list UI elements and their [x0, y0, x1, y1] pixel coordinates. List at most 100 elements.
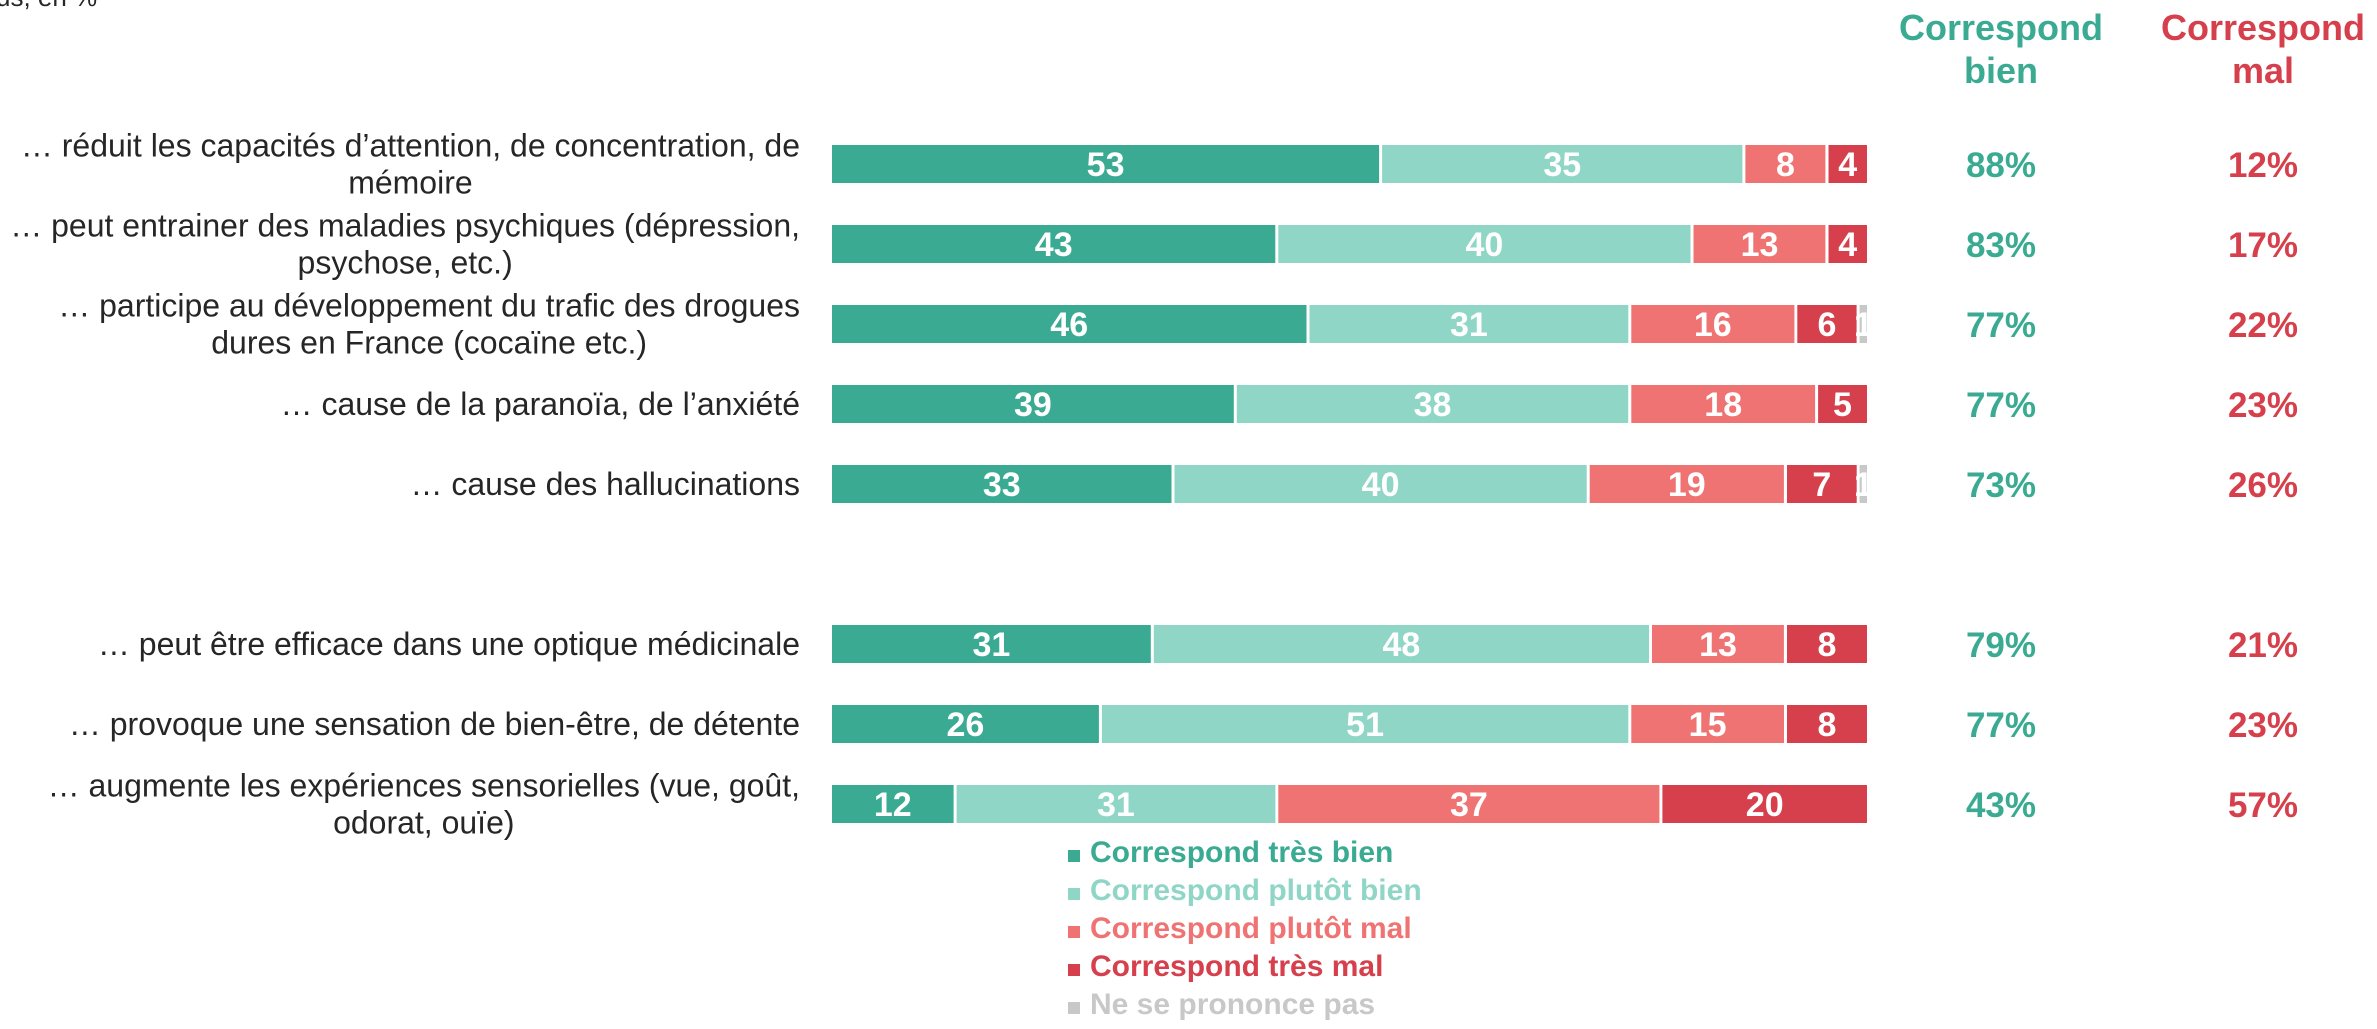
segment-value-label: 1: [1854, 466, 1873, 504]
total-bien-value: 77%: [1966, 306, 2036, 345]
segment-value-label: 20: [1746, 786, 1784, 824]
total-mal-value: 12%: [2228, 146, 2298, 185]
total-mal-value: 23%: [2228, 386, 2298, 425]
bar-segment: [1278, 785, 1660, 823]
bar-row: … cause des hallucinations 33 40 19 7 1 73% 26%: [410, 465, 2298, 505]
segment-value-label: 8: [1818, 706, 1837, 744]
total-bien-value: 43%: [1966, 786, 2036, 825]
segment-value-label: 15: [1689, 706, 1727, 744]
segment-value-label: 40: [1465, 226, 1503, 264]
category-label: dures en France (cocaïne etc.): [211, 325, 647, 361]
legend-swatch: [1068, 850, 1080, 862]
legend-label: Correspond plutôt mal: [1090, 912, 1412, 945]
segment-value-label: 4: [1838, 146, 1857, 184]
total-bien-value: 83%: [1966, 226, 2036, 265]
bar-segment: [1631, 705, 1784, 743]
bar-segment: [1652, 625, 1784, 663]
column-header-mal-line-2: mal: [2232, 50, 2294, 91]
segment-value-label: 40: [1362, 466, 1400, 504]
segment-value-label: 39: [1014, 386, 1052, 424]
legend-swatch: [1068, 1002, 1080, 1014]
segment-value-label: 19: [1668, 466, 1706, 504]
total-bien-value: 73%: [1966, 466, 2036, 505]
chart-rows: … réduit les capacités d’attention, de c…: [10, 128, 2298, 841]
category-label: mémoire: [348, 165, 472, 201]
bar-segment: [1797, 305, 1857, 343]
segment-value-label: 4: [1838, 226, 1857, 264]
legend-swatch: [1068, 888, 1080, 900]
legend-swatch: [1068, 964, 1080, 976]
bar-segment: [1631, 385, 1816, 423]
legend-label: Correspond plutôt bien: [1090, 874, 1422, 907]
segment-value-label: 33: [983, 466, 1021, 504]
total-bien-value: 79%: [1966, 626, 2036, 665]
segment-value-label: 8: [1818, 626, 1837, 664]
legend-label: Ne se prononce pas: [1090, 988, 1375, 1021]
bar-segment: [832, 145, 1380, 183]
bar-segment: [1859, 465, 1867, 503]
bar-segment: [1382, 145, 1743, 183]
bar-segment: [1174, 465, 1587, 503]
bar-segment: [1828, 225, 1867, 263]
segment-value-label: 13: [1699, 626, 1737, 664]
category-label: … cause de la paranoïa, de l’anxiété: [281, 386, 800, 422]
segment-value-label: 31: [1097, 786, 1135, 824]
total-mal-value: 17%: [2228, 226, 2298, 265]
legend-item: Correspond plutôt bien: [1068, 874, 1422, 907]
segment-value-label: 7: [1812, 466, 1831, 504]
bar-segment: [1787, 625, 1867, 663]
category-label: … peut être efficace dans une optique mé…: [98, 626, 800, 662]
legend-label: Correspond très bien: [1090, 836, 1393, 869]
category-label: … peut entrainer des maladies psychiques…: [10, 208, 800, 244]
bar-segment: [1693, 225, 1826, 263]
total-mal-value: 26%: [2228, 466, 2298, 505]
segment-value-label: 12: [874, 786, 912, 824]
total-bien-value: 77%: [1966, 386, 2036, 425]
bar-segment: [1278, 225, 1691, 263]
bar-segment: [1787, 705, 1867, 743]
segment-value-label: 31: [972, 626, 1010, 664]
category-label: … cause des hallucinations: [410, 466, 800, 502]
segment-value-label: 48: [1382, 626, 1420, 664]
bar-segment: [1662, 785, 1867, 823]
total-mal-value: 22%: [2228, 306, 2298, 345]
category-label: psychose, etc.): [298, 245, 513, 281]
bar-segment: [1828, 145, 1867, 183]
segment-value-label: 26: [946, 706, 984, 744]
segment-value-label: 35: [1543, 146, 1581, 184]
bar-segment: [832, 465, 1172, 503]
total-bien-value: 88%: [1966, 146, 2036, 185]
corner-note: us, en %: [0, 0, 97, 12]
segment-value-label: 1: [1854, 306, 1873, 344]
bar-segment: [1101, 705, 1629, 743]
bar-segment: [1589, 465, 1784, 503]
segment-value-label: 8: [1776, 146, 1795, 184]
bar-segment: [1787, 465, 1857, 503]
segment-value-label: 43: [1035, 226, 1073, 264]
bar-segment: [956, 785, 1276, 823]
bar-row: … participe au développement du trafic d…: [58, 288, 2298, 361]
category-label: … provoque une sensation de bien-être, d…: [69, 706, 800, 742]
category-label: odorat, ouïe): [333, 805, 514, 841]
legend-item: Correspond plutôt mal: [1068, 912, 1412, 945]
column-header-mal-line-1: Correspond: [2161, 7, 2365, 48]
legend-item: Correspond très mal: [1068, 950, 1383, 983]
bar-row: … réduit les capacités d’attention, de c…: [21, 128, 2298, 201]
bar-segment: [1745, 145, 1826, 183]
total-mal-value: 57%: [2228, 786, 2298, 825]
legend: Correspond très bien Correspond plutôt bi…: [1068, 836, 1422, 1021]
bar-segment: [1309, 305, 1629, 343]
total-mal-value: 23%: [2228, 706, 2298, 745]
total-mal-value: 21%: [2228, 626, 2298, 665]
segment-value-label: 38: [1414, 386, 1452, 424]
segment-value-label: 18: [1704, 386, 1742, 424]
bar-segment: [832, 225, 1276, 263]
segment-value-label: 31: [1450, 306, 1488, 344]
bar-segment: [1631, 305, 1795, 343]
segment-value-label: 6: [1818, 306, 1837, 344]
bar-segment: [1153, 625, 1649, 663]
legend-label: Correspond très mal: [1090, 950, 1383, 983]
bar-segment: [1236, 385, 1629, 423]
category-label: … augmente les expériences sensorielles …: [48, 768, 800, 804]
